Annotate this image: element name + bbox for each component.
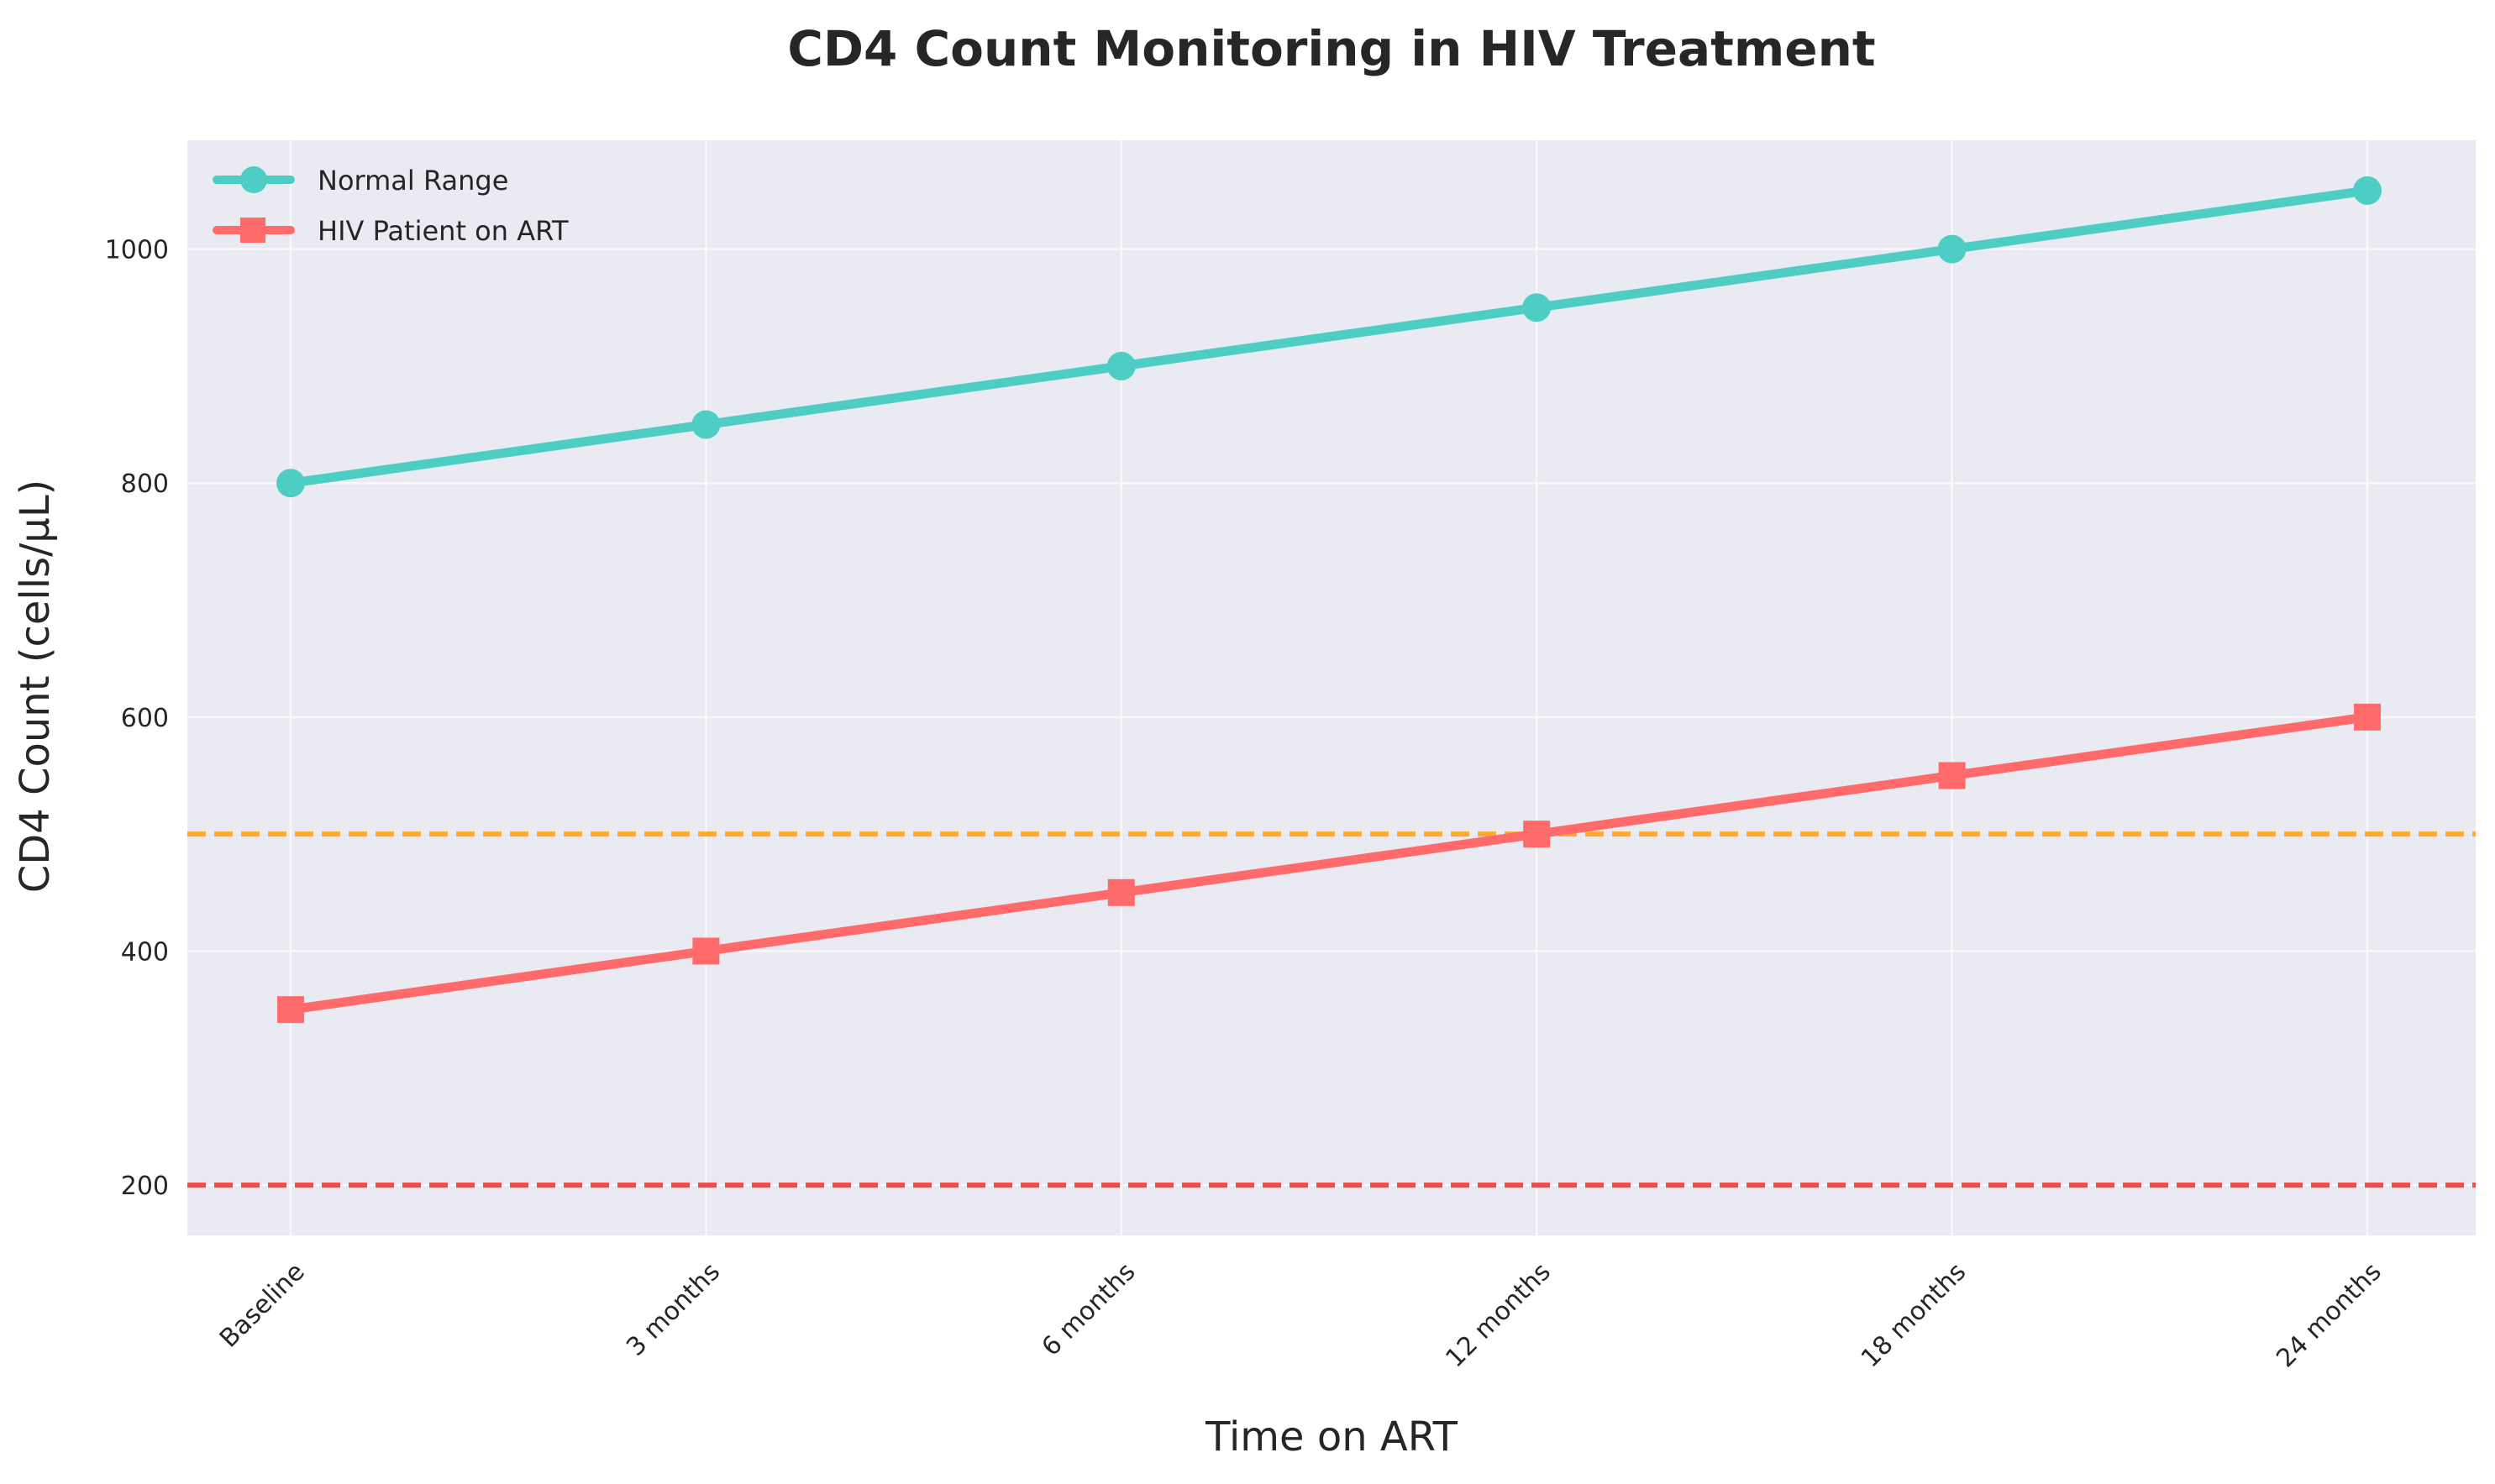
legend: Normal Range HIV Patient on ART bbox=[213, 165, 569, 247]
y-tick-label: 1000 bbox=[105, 236, 169, 265]
data-point bbox=[1938, 762, 1966, 789]
x-tick-label: 6 months bbox=[1037, 1257, 1142, 1362]
data-point bbox=[2354, 703, 2381, 731]
legend-marker bbox=[240, 166, 267, 193]
y-axis-label: CD4 Count (cells/μL) bbox=[12, 480, 59, 894]
data-point bbox=[277, 996, 304, 1024]
data-point bbox=[2353, 176, 2382, 205]
y-tick-label: 400 bbox=[121, 937, 169, 967]
data-point bbox=[1522, 293, 1552, 322]
data-point bbox=[692, 937, 720, 965]
y-tick-label: 200 bbox=[121, 1172, 169, 1201]
legend-label: Normal Range bbox=[318, 165, 508, 197]
y-tick-label: 600 bbox=[121, 704, 169, 733]
plot-area bbox=[187, 140, 2476, 1235]
x-tick-label: 12 months bbox=[1440, 1257, 1556, 1373]
data-point bbox=[1107, 878, 1135, 906]
x-tick-label: 18 months bbox=[1856, 1257, 1972, 1373]
data-point bbox=[1937, 234, 1967, 264]
data-point bbox=[276, 469, 305, 498]
x-tick-label: 24 months bbox=[2271, 1257, 2387, 1373]
y-axis-ticks: 200 400 600 800 1000 bbox=[105, 236, 169, 1202]
chart-title: CD4 Count Monitoring in HIV Treatment bbox=[787, 20, 1875, 77]
x-axis-ticks: Baseline 3 months 6 months 12 months 18 mont… bbox=[214, 1257, 2387, 1373]
series-line bbox=[286, 186, 2372, 488]
x-axis-label: Time on ART bbox=[1205, 1413, 1458, 1460]
legend-label: HIV Patient on ART bbox=[318, 215, 569, 247]
series-layer bbox=[276, 176, 2382, 1024]
reference-lines bbox=[187, 831, 2476, 1188]
grid-lines bbox=[187, 140, 2476, 1235]
y-tick-label: 800 bbox=[121, 469, 169, 499]
x-tick-label: Baseline bbox=[214, 1257, 311, 1354]
series-line bbox=[286, 712, 2372, 1015]
legend-marker bbox=[240, 218, 265, 243]
x-tick-label: 3 months bbox=[621, 1257, 726, 1362]
data-point bbox=[691, 410, 721, 439]
data-point bbox=[1523, 821, 1551, 848]
data-point bbox=[1106, 351, 1136, 380]
